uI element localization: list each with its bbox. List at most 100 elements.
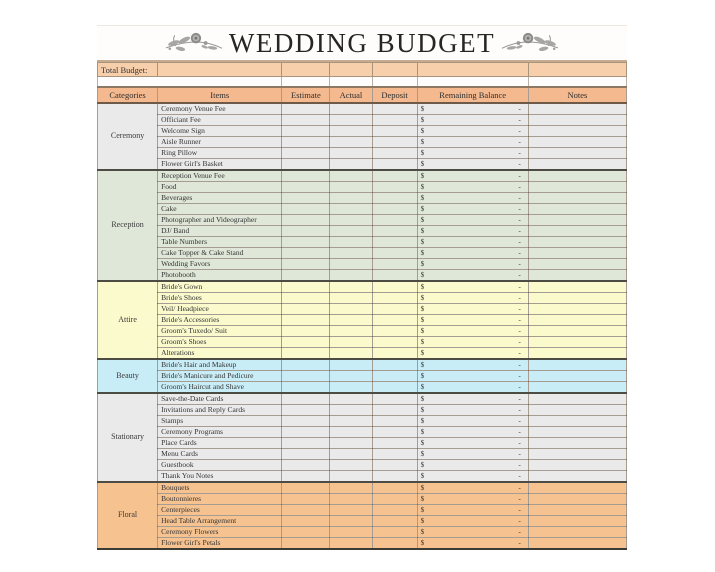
estimate-cell[interactable] [281, 113, 331, 126]
item-cell[interactable]: Bouquets [157, 480, 283, 494]
total-budget-cell[interactable] [527, 62, 628, 77]
notes-cell[interactable] [527, 380, 628, 393]
item-cell[interactable]: Ceremony Venue Fee [157, 101, 283, 115]
deposit-cell[interactable] [371, 369, 418, 382]
category-cell-reception[interactable]: Reception [96, 168, 159, 281]
actual-cell[interactable] [329, 480, 373, 494]
actual-cell[interactable] [329, 246, 373, 259]
deposit-cell[interactable] [371, 124, 418, 137]
remaining-balance-cell[interactable]: $ - [416, 503, 529, 516]
deposit-cell[interactable] [371, 514, 418, 527]
estimate-cell[interactable] [281, 357, 331, 371]
deposit-cell[interactable] [371, 447, 418, 460]
estimate-cell[interactable] [281, 436, 331, 449]
column-header-actual[interactable]: Actual [329, 85, 373, 104]
item-cell[interactable]: Aisle Runner [157, 135, 283, 148]
deposit-cell[interactable] [371, 191, 418, 204]
deposit-cell[interactable] [371, 135, 418, 148]
actual-cell[interactable] [329, 291, 373, 304]
item-cell[interactable]: Ceremony Programs [157, 425, 283, 438]
notes-cell[interactable] [527, 279, 628, 293]
estimate-cell[interactable] [281, 335, 331, 348]
remaining-balance-cell[interactable]: $ - [416, 335, 529, 348]
column-header-categories[interactable]: Categories [96, 85, 159, 104]
deposit-cell[interactable] [371, 425, 418, 438]
deposit-cell[interactable] [371, 492, 418, 505]
estimate-cell[interactable] [281, 246, 331, 259]
item-cell[interactable]: Thank You Notes [157, 469, 283, 482]
actual-cell[interactable] [329, 492, 373, 505]
deposit-cell[interactable] [371, 469, 418, 482]
remaining-balance-cell[interactable]: $ - [416, 458, 529, 471]
deposit-cell[interactable] [371, 525, 418, 538]
remaining-balance-cell[interactable]: $ - [416, 313, 529, 326]
deposit-cell[interactable] [371, 168, 418, 182]
actual-cell[interactable] [329, 224, 373, 237]
deposit-cell[interactable] [371, 180, 418, 193]
item-cell[interactable]: DJ/ Band [157, 224, 283, 237]
estimate-cell[interactable] [281, 525, 331, 538]
notes-cell[interactable] [527, 202, 628, 215]
actual-cell[interactable] [329, 380, 373, 393]
remaining-balance-cell[interactable]: $ - [416, 146, 529, 159]
notes-cell[interactable] [527, 346, 628, 359]
deposit-cell[interactable] [371, 391, 418, 405]
item-cell[interactable]: Bride's Shoes [157, 291, 283, 304]
estimate-cell[interactable] [281, 536, 331, 549]
item-cell[interactable]: Bride's Accessories [157, 313, 283, 326]
remaining-balance-cell[interactable]: $ - [416, 180, 529, 193]
remaining-balance-cell[interactable]: $ - [416, 469, 529, 482]
category-cell-beauty[interactable]: Beauty [96, 357, 159, 393]
remaining-balance-cell[interactable]: $ - [416, 525, 529, 538]
deposit-cell[interactable] [371, 224, 418, 237]
actual-cell[interactable] [329, 257, 373, 270]
deposit-cell[interactable] [371, 380, 418, 393]
column-header-estimate[interactable]: Estimate [281, 85, 331, 104]
remaining-balance-cell[interactable]: $ - [416, 425, 529, 438]
item-cell[interactable]: Boutonnieres [157, 492, 283, 505]
remaining-balance-cell[interactable]: $ - [416, 235, 529, 248]
deposit-cell[interactable] [371, 246, 418, 259]
actual-cell[interactable] [329, 447, 373, 460]
estimate-cell[interactable] [281, 157, 331, 170]
actual-cell[interactable] [329, 335, 373, 348]
remaining-balance-cell[interactable]: $ - [416, 403, 529, 416]
notes-cell[interactable] [527, 135, 628, 148]
notes-cell[interactable] [527, 525, 628, 538]
notes-cell[interactable] [527, 469, 628, 482]
remaining-balance-cell[interactable]: $ - [416, 202, 529, 215]
remaining-balance-cell[interactable]: $ - [416, 357, 529, 371]
item-cell[interactable]: Table Numbers [157, 235, 283, 248]
remaining-balance-cell[interactable]: $ - [416, 168, 529, 182]
actual-cell[interactable] [329, 268, 373, 281]
notes-cell[interactable] [527, 324, 628, 337]
deposit-cell[interactable] [371, 403, 418, 416]
deposit-cell[interactable] [371, 279, 418, 293]
remaining-balance-cell[interactable]: $ - [416, 302, 529, 315]
estimate-cell[interactable] [281, 313, 331, 326]
estimate-cell[interactable] [281, 469, 331, 482]
actual-cell[interactable] [329, 180, 373, 193]
item-cell[interactable]: Stamps [157, 414, 283, 427]
notes-cell[interactable] [527, 213, 628, 226]
item-cell[interactable]: Save-the-Date Cards [157, 391, 283, 405]
remaining-balance-cell[interactable]: $ - [416, 492, 529, 505]
actual-cell[interactable] [329, 313, 373, 326]
category-cell-ceremony[interactable]: Ceremony [96, 101, 159, 170]
deposit-cell[interactable] [371, 414, 418, 427]
total-budget-cell[interactable] [371, 62, 418, 77]
remaining-balance-cell[interactable]: $ - [416, 246, 529, 259]
item-cell[interactable]: Alterations [157, 346, 283, 359]
actual-cell[interactable] [329, 213, 373, 226]
estimate-cell[interactable] [281, 135, 331, 148]
remaining-balance-cell[interactable]: $ - [416, 257, 529, 270]
notes-cell[interactable] [527, 357, 628, 371]
notes-cell[interactable] [527, 224, 628, 237]
item-cell[interactable]: Guestbook [157, 458, 283, 471]
remaining-balance-cell[interactable]: $ - [416, 213, 529, 226]
item-cell[interactable]: Flower Girl's Petals [157, 536, 283, 549]
actual-cell[interactable] [329, 414, 373, 427]
estimate-cell[interactable] [281, 191, 331, 204]
item-cell[interactable]: Flower Girl's Basket [157, 157, 283, 170]
item-cell[interactable]: Food [157, 180, 283, 193]
